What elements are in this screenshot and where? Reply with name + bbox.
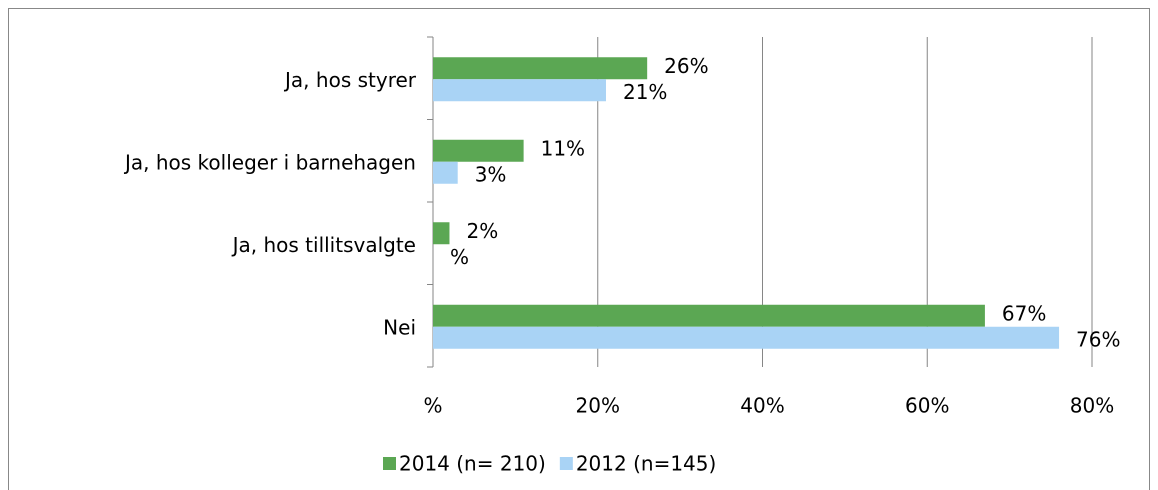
data-label: % — [450, 245, 469, 269]
legend-swatch — [559, 457, 573, 470]
bar — [433, 161, 458, 184]
legend-swatch — [383, 457, 396, 470]
x-tick-label: % — [423, 394, 442, 418]
bar — [433, 222, 450, 245]
x-tick-label: 20% — [576, 394, 620, 418]
legend-label: 2014 (n= 210) — [399, 452, 546, 476]
legend-label: 2012 (n=145) — [576, 452, 716, 476]
bar — [433, 57, 648, 80]
data-label: 67% — [1002, 301, 1046, 325]
x-tick-label: 60% — [905, 394, 949, 418]
y-tick-label: Nei — [383, 315, 416, 339]
bar — [433, 304, 985, 327]
data-label: 76% — [1076, 327, 1120, 351]
x-tick-label: 40% — [740, 394, 784, 418]
data-label: 2% — [466, 219, 498, 243]
bar — [433, 139, 524, 162]
y-tick-label: Ja, hos styrer — [283, 68, 417, 92]
data-label: 3% — [475, 162, 507, 186]
y-tick-label: Ja, hos tillitsvalgte — [231, 233, 416, 257]
data-label: 21% — [623, 80, 667, 104]
x-tick-label: 80% — [1070, 394, 1114, 418]
data-label: 26% — [664, 54, 708, 78]
y-tick-label: Ja, hos kolleger i barnehagen — [123, 150, 416, 174]
bar — [433, 79, 606, 102]
chart-frame — [8, 8, 1150, 490]
bar — [433, 326, 1060, 349]
data-label: 11% — [541, 136, 585, 160]
